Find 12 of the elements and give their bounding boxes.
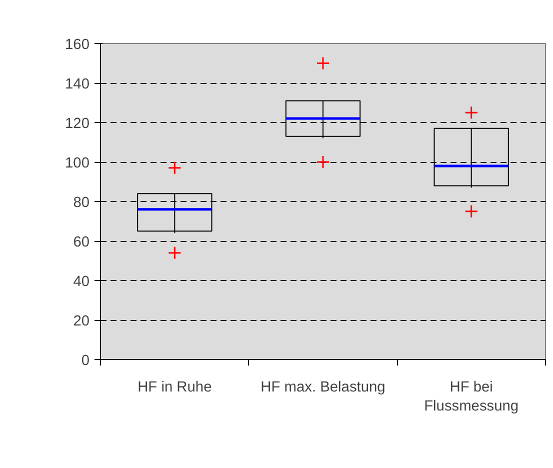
- y-tick-label: 160: [65, 37, 90, 53]
- y-tick-label: 100: [65, 156, 90, 172]
- x-tick-label: HF in Ruhe: [138, 380, 212, 396]
- y-tick-label: 140: [65, 76, 90, 92]
- y-tick-label: 40: [73, 274, 90, 290]
- y-tick-label: 120: [65, 116, 90, 132]
- y-tick-label: 60: [73, 234, 90, 250]
- y-tick-label: 0: [81, 353, 90, 369]
- y-tick-label: 80: [73, 195, 90, 211]
- x-tick-label: HF bei Flussmessung: [424, 380, 519, 415]
- x-tick-label: HF max. Belastung: [260, 380, 386, 396]
- y-tick-label: 20: [73, 314, 90, 330]
